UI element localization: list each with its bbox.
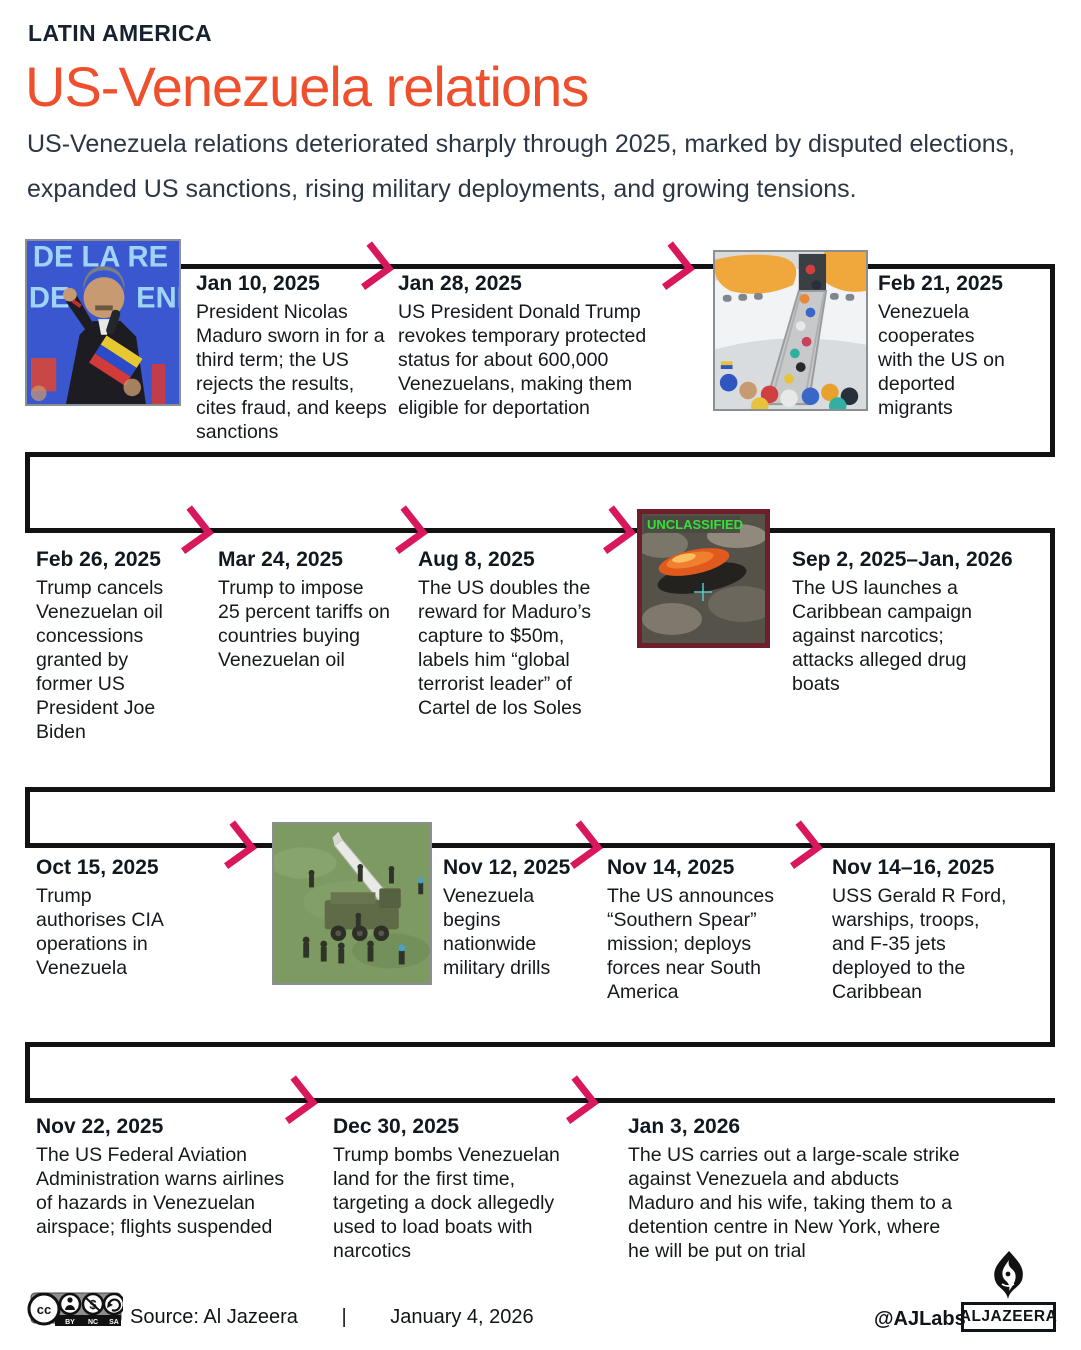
event-description: US President Donald Trump revokes tempor… (398, 301, 647, 419)
event-description: USS Gerald R Ford, warships, troops, and… (832, 885, 1007, 1003)
timeline-event: Nov 14, 2025 The US announces “Southern … (607, 856, 802, 1005)
timeline-event: Dec 30, 2025 Trump bombs Venezuelan land… (333, 1115, 569, 1264)
unclassified-label: UNCLASSIFIED (647, 517, 743, 532)
aljazeera-wordmark: ALJAZEERA (960, 1302, 1057, 1332)
arrow-icon (787, 818, 828, 874)
source-line: Source: Al Jazeera | January 4, 2026 (130, 1306, 534, 1329)
ajlabs-handle: @AJLabs (874, 1308, 966, 1330)
aljazeera-logo-icon (986, 1250, 1032, 1300)
photo-military-drill (272, 822, 432, 985)
timeline-line (25, 1042, 1055, 1047)
event-date: Sep 2, 2025–Jan, 2026 (792, 548, 1013, 571)
timeline-line (25, 843, 1055, 848)
event-description: President Nicolas Maduro sworn in for a … (196, 301, 387, 443)
timeline-line (25, 787, 1055, 792)
svg-text:ENI: ENI (136, 282, 179, 314)
event-description: Trump bombs Venezuelan land for the firs… (333, 1144, 560, 1262)
timeline-event: Jan 3, 2026 The US carries out a large-s… (628, 1115, 963, 1264)
timeline-line (25, 1042, 30, 1103)
timeline-line (1050, 843, 1055, 1047)
timeline-line (25, 787, 30, 848)
timeline-event: Sep 2, 2025–Jan, 2026 The US launches a … (792, 548, 1013, 697)
svg-text:BY: BY (65, 1319, 75, 1326)
timeline-event: Aug 8, 2025 The US doubles the reward fo… (418, 548, 618, 721)
event-date: Oct 15, 2025 (36, 856, 159, 879)
arrow-icon (392, 503, 433, 559)
event-date: Jan 28, 2025 (398, 272, 522, 295)
timeline-event: Nov 14–16, 2025 USS Gerald R Ford, warsh… (832, 856, 1007, 1005)
arrow-icon (600, 503, 641, 559)
timeline-line (25, 452, 30, 533)
timeline-line (25, 452, 1055, 457)
timeline-line (1050, 264, 1055, 457)
source-value: Al Jazeera (203, 1306, 298, 1328)
arrow-icon (282, 1073, 323, 1129)
arrow-icon (563, 1073, 604, 1129)
publish-date: January 4, 2026 (390, 1306, 534, 1328)
photo-deportation-plane (713, 250, 868, 411)
svg-text:DE: DE (29, 282, 70, 314)
event-description: The US carries out a large-scale strike … (628, 1144, 960, 1262)
svg-text:SA: SA (109, 1319, 119, 1326)
timeline-line (25, 1098, 1055, 1103)
event-description: Trump to impose 25 percent tariffs on co… (218, 577, 390, 671)
timeline-event: Mar 24, 2025 Trump to impose 25 percent … (218, 548, 390, 673)
event-description: The US Federal Aviation Administration w… (36, 1144, 285, 1238)
source-label: Source: (130, 1306, 199, 1328)
cc-icon: cc (37, 1302, 51, 1317)
separator: | (341, 1306, 347, 1328)
timeline-event: Oct 15, 2025 Trump authorises CIA operat… (36, 856, 186, 981)
arrow-icon (659, 239, 700, 295)
event-description: The US announces “Southern Spear” missio… (607, 885, 774, 1003)
event-date: Feb 26, 2025 (36, 548, 161, 571)
event-date: Dec 30, 2025 (333, 1115, 460, 1138)
event-date: Nov 14, 2025 (607, 856, 735, 879)
arrow-icon (178, 503, 219, 559)
event-description: Trump authorises CIA operations in Venez… (36, 885, 163, 979)
timeline-event: Feb 21, 2025 Venezuela cooperates with t… (878, 272, 1008, 421)
arrow-icon (221, 818, 262, 874)
by-icon (58, 1292, 82, 1316)
event-date: Nov 22, 2025 (36, 1115, 164, 1138)
page-title: US-Venezuela relations (25, 55, 589, 118)
photo-maduro: DE LA RE DE ENI (25, 239, 181, 406)
event-description: Venezuela begins nationwide military dri… (443, 885, 551, 979)
event-date: Aug 8, 2025 (418, 548, 535, 571)
timeline-line (180, 264, 1055, 269)
event-description: Trump cancels Venezuelan oil concessions… (36, 577, 164, 743)
timeline-event: Feb 26, 2025 Trump cancels Venezuelan oi… (36, 548, 186, 745)
event-description: The US doubles the reward for Maduro’s c… (418, 577, 592, 719)
timeline-line (25, 528, 1055, 533)
svg-text:NC: NC (88, 1319, 98, 1326)
event-date: Jan 3, 2026 (628, 1115, 741, 1138)
timeline-event: Jan 28, 2025 US President Donald Trump r… (398, 272, 666, 421)
timeline-event: Nov 12, 2025 Venezuela begins nationwide… (443, 856, 578, 981)
section-kicker: LATIN AMERICA (28, 20, 213, 46)
event-description: Venezuela cooperates with the US on depo… (878, 301, 1005, 419)
arrow-icon (358, 239, 399, 295)
timeline-event: Nov 22, 2025 The US Federal Aviation Adm… (36, 1115, 288, 1240)
event-date: Mar 24, 2025 (218, 548, 343, 571)
event-date: Nov 12, 2025 (443, 856, 571, 879)
intro-paragraph: US-Venezuela relations deteriorated shar… (27, 130, 1016, 203)
event-date: Feb 21, 2025 (878, 272, 1003, 295)
event-date: Jan 10, 2025 (196, 272, 320, 295)
event-description: The US launches a Caribbean campaign aga… (792, 577, 972, 695)
timeline-line (1050, 528, 1055, 792)
arrow-icon (567, 818, 608, 874)
photo-strike-footage: UNCLASSIFIED (637, 509, 770, 648)
event-date: Nov 14–16, 2025 (832, 856, 995, 879)
creative-commons-badge: cc $ BY NC SA (25, 1290, 126, 1332)
timeline-event: Jan 10, 2025 President Nicolas Maduro sw… (196, 272, 396, 445)
